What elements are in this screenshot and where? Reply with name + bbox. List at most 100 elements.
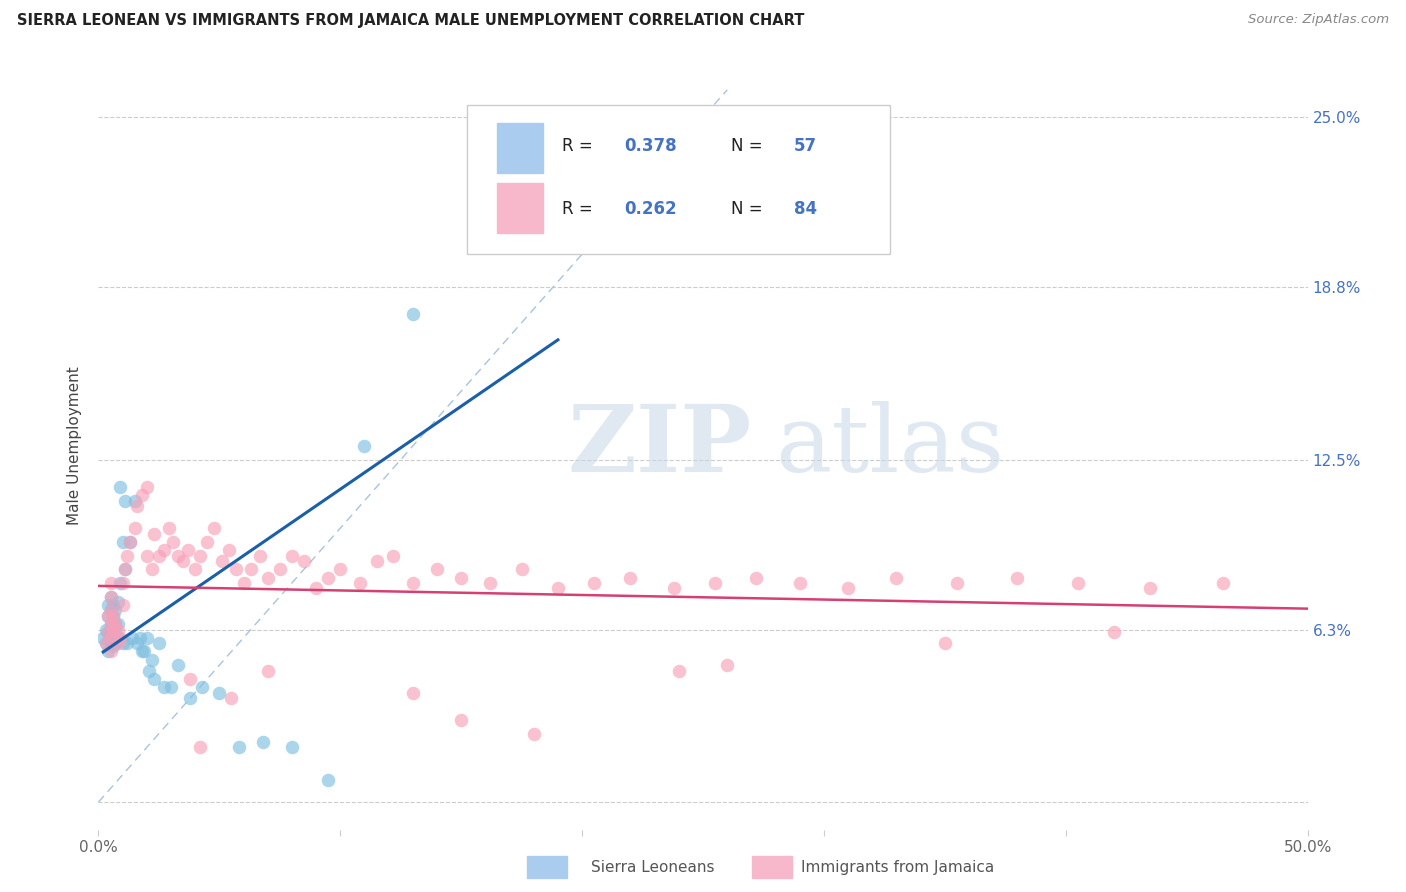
Point [111,576,134,591]
Point [789,576,811,591]
Point [107,631,129,645]
Point [188,549,211,563]
Point [134,644,156,658]
Text: 57: 57 [793,136,817,155]
Point [101,631,124,645]
FancyBboxPatch shape [467,104,890,254]
Point [100,644,122,658]
Point [547,582,569,596]
Point [232,576,254,591]
Point [101,623,124,637]
Text: N =: N = [731,136,768,155]
Point [946,576,969,591]
Point [167,658,190,673]
Point [143,672,166,686]
Point [100,603,122,617]
Text: N =: N = [731,200,768,218]
Point [104,636,127,650]
Point [138,664,160,678]
Point [148,636,170,650]
Point [221,691,243,706]
Point [97,608,120,623]
Point [316,570,339,584]
Point [100,617,122,632]
Point [281,740,304,755]
Point [228,740,250,755]
Point [114,562,136,576]
Point [619,570,641,584]
Point [101,608,124,623]
Point [172,554,194,568]
Point [100,603,122,617]
Point [179,672,201,686]
Point [382,549,405,563]
Point [188,740,211,755]
Point [162,534,184,549]
Point [450,570,472,584]
Point [108,631,131,645]
Point [121,631,143,645]
Point [97,598,120,612]
Point [114,562,136,576]
Point [101,623,124,637]
Point [107,636,129,650]
Point [127,636,149,650]
Point [886,570,908,584]
Point [111,636,134,650]
Point [97,608,120,623]
Point [108,576,131,591]
Point [1102,625,1125,640]
Point [349,576,371,591]
Point [305,582,328,596]
Point [100,576,122,591]
Point [252,735,274,749]
Point [316,773,339,788]
Point [745,570,768,584]
Point [426,562,449,576]
Text: ZIP: ZIP [567,401,751,491]
Point [1139,582,1161,596]
Point [100,631,122,645]
Point [111,598,134,612]
Point [1212,576,1234,591]
Point [474,193,496,207]
Point [402,576,425,591]
Point [100,590,122,604]
Point [510,562,533,576]
Point [225,562,247,576]
Point [131,488,153,502]
Point [523,726,546,740]
Point [135,631,157,645]
Point [117,636,139,650]
Point [177,543,200,558]
Point [837,582,859,596]
Point [184,562,207,576]
Point [292,554,315,568]
Text: 84: 84 [793,200,817,218]
Point [141,653,163,667]
Point [141,562,163,576]
Point [114,493,136,508]
Point [118,534,141,549]
Point [135,480,157,494]
Point [934,636,956,650]
Text: 0.262: 0.262 [624,200,678,218]
Point [104,603,127,617]
Point [101,608,124,623]
Point [402,308,425,322]
Text: 0.378: 0.378 [624,136,678,155]
Point [269,562,291,576]
Point [1007,570,1029,584]
Point [97,644,120,658]
Point [135,549,157,563]
Point [104,617,127,632]
Point [152,543,174,558]
Text: Source: ZipAtlas.com: Source: ZipAtlas.com [1249,13,1389,27]
Point [118,534,141,549]
Point [94,636,117,650]
Point [547,143,569,157]
Point [716,658,738,673]
Y-axis label: Male Unemployment: Male Unemployment [67,367,83,525]
Point [256,570,278,584]
Text: R =: R = [561,200,598,218]
